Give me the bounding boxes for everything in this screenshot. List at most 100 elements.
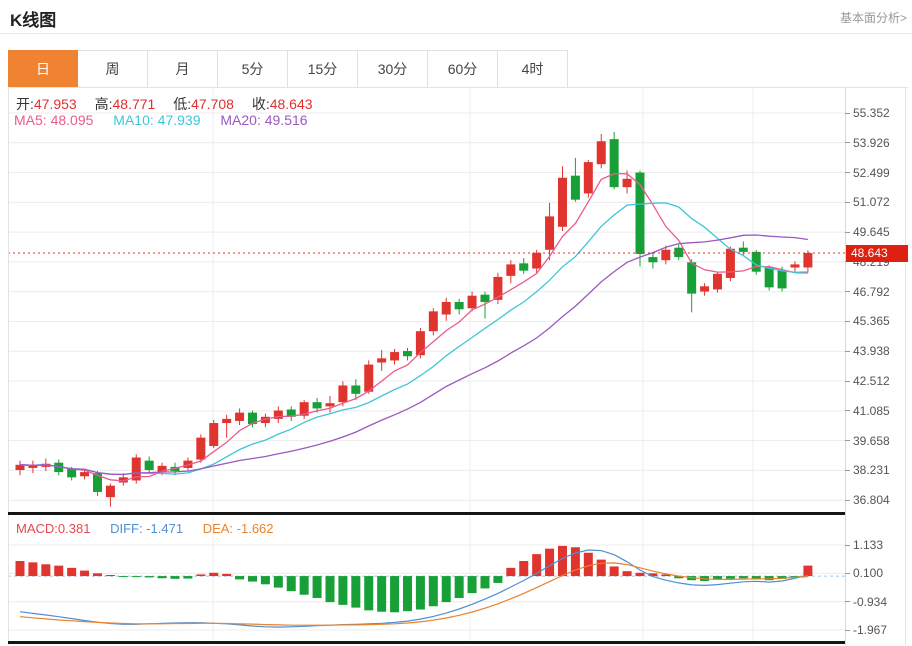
candle-body bbox=[222, 418, 232, 424]
macd-bar bbox=[609, 566, 619, 577]
candle-body bbox=[493, 276, 503, 300]
tab-4hour[interactable]: 4时 bbox=[498, 50, 568, 88]
ma20-line bbox=[19, 234, 808, 476]
tab-15min[interactable]: 15分 bbox=[288, 50, 358, 88]
candle-body bbox=[738, 247, 748, 252]
candle-body bbox=[751, 251, 761, 272]
page-title: K线图 bbox=[10, 11, 57, 30]
macd-bar bbox=[157, 576, 167, 579]
candle-body bbox=[687, 262, 697, 294]
tab-week[interactable]: 周 bbox=[78, 50, 148, 88]
ma5-readout: MA5: 48.095 bbox=[14, 112, 94, 128]
macd-bar bbox=[545, 548, 555, 577]
candle-body bbox=[312, 402, 322, 409]
macd-bar bbox=[170, 576, 180, 579]
header-divider bbox=[0, 33, 912, 34]
candle-body bbox=[338, 385, 348, 403]
macd-bar bbox=[247, 576, 257, 582]
diff-line bbox=[19, 549, 809, 628]
candle-body bbox=[157, 465, 167, 473]
dea-line bbox=[19, 562, 808, 626]
macd-bar bbox=[402, 576, 412, 612]
macd-bar bbox=[557, 545, 567, 577]
price-tick-label: 49.645 bbox=[845, 225, 890, 239]
macd-bar bbox=[661, 574, 671, 577]
candle-body bbox=[390, 352, 400, 361]
macd-bar bbox=[596, 559, 606, 577]
macd-bar bbox=[15, 560, 25, 577]
macd-bar bbox=[377, 576, 387, 612]
macd-bar bbox=[790, 576, 800, 578]
candle-body bbox=[725, 248, 735, 278]
candle-body bbox=[506, 264, 516, 276]
price-tick-label: 42.512 bbox=[845, 374, 890, 388]
candle-body bbox=[286, 409, 296, 417]
close-label: 收: bbox=[251, 96, 270, 112]
macd-bar bbox=[299, 576, 309, 595]
macd-bar bbox=[674, 576, 684, 579]
macd-bar bbox=[144, 576, 154, 578]
candle-body bbox=[674, 247, 684, 258]
macd-bar bbox=[54, 565, 64, 577]
macd-bar bbox=[648, 573, 658, 577]
candle-body bbox=[545, 216, 555, 250]
macd-bar bbox=[41, 564, 51, 577]
candle-body bbox=[325, 403, 335, 407]
macd-bar bbox=[712, 576, 722, 580]
high-value: 48.771 bbox=[112, 96, 156, 112]
macd-bar bbox=[80, 570, 90, 577]
macd-bar bbox=[519, 560, 529, 577]
macd-bar bbox=[441, 576, 451, 603]
macd-bar bbox=[105, 574, 115, 577]
candle-body bbox=[648, 257, 658, 263]
tab-30min[interactable]: 30分 bbox=[358, 50, 428, 88]
tab-5min[interactable]: 5分 bbox=[218, 50, 288, 88]
candle-body bbox=[299, 402, 309, 416]
price-tick-label: 53.926 bbox=[845, 136, 890, 150]
macd-bar bbox=[751, 576, 761, 580]
close-value: 48.643 bbox=[269, 96, 313, 112]
macd-bar bbox=[67, 567, 77, 577]
price-tick-label: 43.938 bbox=[845, 344, 890, 358]
tab-month[interactable]: 月 bbox=[148, 50, 218, 88]
candle-body bbox=[700, 286, 710, 292]
candle-body bbox=[441, 301, 451, 315]
macd-bar bbox=[764, 576, 774, 581]
macd-bar bbox=[28, 562, 38, 577]
candle-body bbox=[764, 267, 774, 288]
main-candlestick-chart[interactable] bbox=[8, 88, 845, 515]
macd-chart[interactable] bbox=[8, 516, 845, 641]
ma20-readout: MA20: 49.516 bbox=[220, 112, 308, 128]
candle-body bbox=[260, 416, 270, 424]
candle-body bbox=[635, 172, 645, 254]
macd-bar bbox=[118, 576, 128, 578]
tab-day[interactable]: 日 bbox=[8, 50, 78, 88]
candle-body bbox=[209, 423, 219, 447]
candle-body bbox=[519, 263, 529, 271]
macd-bar bbox=[777, 576, 787, 579]
macd-bar bbox=[131, 576, 141, 578]
candle-body bbox=[777, 270, 787, 289]
last-price-badge: 48.643 bbox=[846, 245, 908, 263]
candle-body bbox=[80, 472, 90, 477]
macd-bar bbox=[622, 571, 632, 577]
period-tabbar: 日周月 5分 15分 30分 60分 4时 bbox=[8, 50, 568, 88]
macd-bar bbox=[803, 565, 813, 577]
candle-body bbox=[661, 249, 671, 261]
macd-bar bbox=[480, 576, 490, 589]
candle-body bbox=[622, 178, 632, 188]
fundamental-analysis-link[interactable]: 基本面分析> bbox=[839, 11, 907, 25]
candle-body bbox=[480, 294, 490, 302]
ma-readout: MA5: 48.095 MA10: 47.939 MA20: 49.516 bbox=[14, 112, 308, 128]
candle-body bbox=[583, 162, 593, 194]
price-tick-label: 51.072 bbox=[845, 195, 890, 209]
macd-bar bbox=[260, 576, 270, 585]
candle-body bbox=[247, 412, 257, 425]
tab-60min[interactable]: 60分 bbox=[428, 50, 498, 88]
candle-body bbox=[377, 358, 387, 363]
macd-bar bbox=[325, 576, 335, 603]
candle-body bbox=[196, 437, 206, 460]
macd-bar bbox=[351, 576, 361, 608]
macd-tick-label: 0.100 bbox=[845, 566, 883, 580]
